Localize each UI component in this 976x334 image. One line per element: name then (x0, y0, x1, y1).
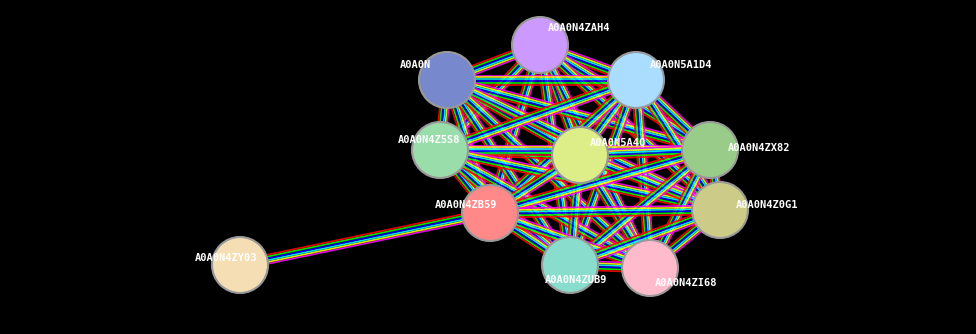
Text: A0A0N4Z0G1: A0A0N4Z0G1 (736, 200, 798, 210)
Text: A0A0N4ZI68: A0A0N4ZI68 (655, 278, 717, 288)
Text: A0A0N4ZY03: A0A0N4ZY03 (195, 253, 258, 263)
Circle shape (608, 52, 664, 108)
Circle shape (682, 122, 738, 178)
Circle shape (622, 240, 678, 296)
Text: A0A0N: A0A0N (400, 60, 431, 70)
Text: A0A0N4ZX82: A0A0N4ZX82 (728, 143, 791, 153)
Circle shape (552, 127, 608, 183)
Circle shape (542, 237, 598, 293)
Text: A0A0N5A4Q: A0A0N5A4Q (590, 138, 646, 148)
Circle shape (462, 185, 518, 241)
Circle shape (512, 17, 568, 73)
Text: A0A0N4Z5S8: A0A0N4Z5S8 (398, 135, 461, 145)
Text: A0A0N4ZB59: A0A0N4ZB59 (435, 200, 498, 210)
Circle shape (419, 52, 475, 108)
Circle shape (212, 237, 268, 293)
Text: A0A0N4ZAH4: A0A0N4ZAH4 (548, 23, 611, 33)
Text: A0A0N5A1D4: A0A0N5A1D4 (650, 60, 712, 70)
Circle shape (412, 122, 468, 178)
Text: A0A0N4ZUB9: A0A0N4ZUB9 (545, 275, 607, 285)
Circle shape (692, 182, 748, 238)
